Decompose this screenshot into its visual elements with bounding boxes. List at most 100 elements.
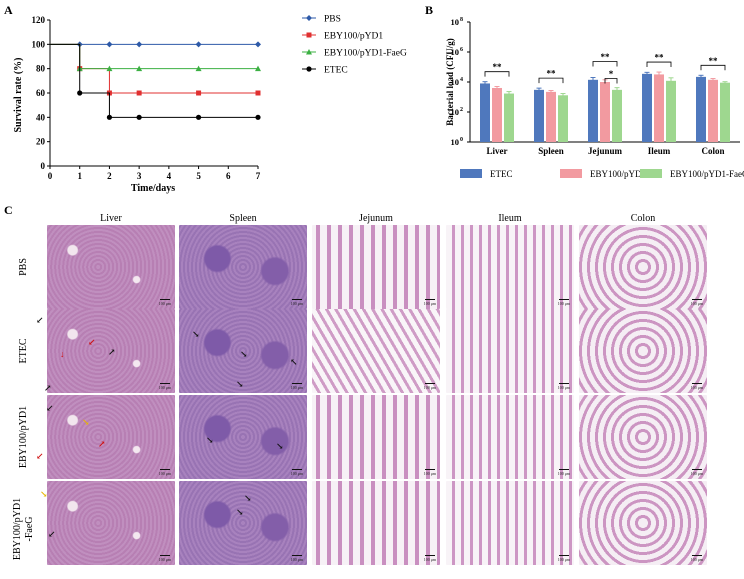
scale-bar-line <box>424 298 435 300</box>
survival-point <box>195 114 202 120</box>
annotation-arrow: ↙ <box>48 529 56 539</box>
significance-label: ** <box>547 69 557 79</box>
survival-point <box>195 65 202 72</box>
legend-marker <box>306 66 312 72</box>
scale-bar-line <box>558 554 569 556</box>
legend-swatch <box>560 169 582 178</box>
annotation-arrow: ↘ <box>244 493 252 503</box>
scale-bar-line <box>558 382 569 384</box>
annotation-arrow: ↘ <box>82 417 90 427</box>
histology-row-title: EBY100/pYD1 -FaeG <box>12 497 35 561</box>
legend-label: PBS <box>324 15 341 25</box>
scale-bar-label: 100 μm <box>690 471 703 476</box>
survival-point <box>136 65 143 72</box>
scale-bar-label: 100 μm <box>690 385 703 390</box>
bar <box>504 93 514 142</box>
bar <box>492 87 502 142</box>
significance-brackets: ********* ** <box>484 52 726 84</box>
survival-point <box>136 114 142 120</box>
significance-label: ** <box>601 52 611 62</box>
histology-image: 100 μm <box>47 481 175 565</box>
scale-bar-label: 100 μm <box>158 385 171 390</box>
scale-bar-label: 100 μm <box>423 471 436 476</box>
histology-image: 100 μm <box>312 225 440 309</box>
category-label: Spleen <box>538 146 564 156</box>
legend-label: ETEC <box>324 66 348 76</box>
y-tick-label: 20 <box>36 137 46 147</box>
survival-point <box>106 114 113 120</box>
histology-column-title: Liver <box>100 213 122 224</box>
scale-bar-line <box>691 298 702 300</box>
annotation-arrow: ↗ <box>108 347 116 357</box>
survival-point <box>136 41 143 48</box>
panel-label-c: C <box>4 203 13 217</box>
histology-image: 100 μm <box>47 309 175 393</box>
scale-bar-label: 100 μm <box>690 301 703 306</box>
scale-bar-line <box>558 468 569 470</box>
bar <box>666 80 676 142</box>
histology-image: 100 μm <box>179 309 307 393</box>
scale-bar: 100 μm <box>424 382 436 390</box>
survival-point <box>136 90 142 96</box>
histology-column-title: Colon <box>630 213 656 224</box>
bar <box>546 91 556 142</box>
x-tick-label: 1 <box>77 171 82 181</box>
histology-image: 100 μm <box>179 395 307 479</box>
survival-point <box>195 41 202 48</box>
y-tick-label: 80 <box>36 64 46 74</box>
scale-bar: 100 μm <box>557 382 570 390</box>
annotation-arrow: ↙ <box>36 315 44 325</box>
scale-bar-label: 100 μm <box>158 557 171 562</box>
y-tick-label: 120 <box>32 15 46 25</box>
scale-bar-label: 100 μm <box>557 385 570 390</box>
significance-label: ** <box>709 56 719 66</box>
scale-bar-label: 100 μm <box>557 301 570 306</box>
bar <box>588 79 598 142</box>
bacterial-load-legend: ETEC EBY100/pYD1 EBY100/pYD1-FaeG <box>460 169 744 179</box>
survival-point <box>106 65 113 72</box>
scale-bar: 100 μm <box>690 298 703 306</box>
annotation-arrow: ↘ <box>240 349 248 359</box>
survival-axes: 0 20 40 60 80 100 120 0 1 2 3 4 5 6 7 <box>32 15 261 181</box>
bar <box>696 76 706 142</box>
significance-bracket <box>592 61 618 67</box>
survival-line-3 <box>50 43 258 118</box>
histology-column-title: Spleen <box>229 213 257 224</box>
scale-bar-label: 100 μm <box>290 557 303 562</box>
bar <box>720 82 730 142</box>
scale-bar-label: 100 μm <box>290 385 303 390</box>
bar <box>480 83 490 142</box>
scale-bar-line <box>159 298 170 300</box>
scale-bar: 100 μm <box>158 382 171 390</box>
significance-label: ** <box>493 62 503 72</box>
annotation-arrow: ↙ <box>46 403 54 413</box>
survival-series <box>50 41 261 120</box>
histology-image: 100 μm <box>312 309 440 393</box>
scale-bar-line <box>159 468 170 470</box>
bacterial-load-bars <box>480 71 730 142</box>
histology-image: 100 μm <box>446 225 574 309</box>
legend-label: EBY100/pYD1 <box>324 32 383 42</box>
x-tick-label: 2 <box>107 171 112 181</box>
significance-bracket <box>604 78 618 84</box>
legend-label: EBY100/pYD1-FaeG <box>670 169 744 179</box>
annotation-arrow: ↘ <box>40 489 48 499</box>
x-tick-label: 6 <box>226 171 231 181</box>
category-label: Colon <box>701 146 724 156</box>
bar <box>708 79 718 142</box>
panel-label-a: A <box>4 3 13 17</box>
legend-swatch <box>640 169 662 178</box>
annotation-arrow: ↙ <box>36 451 44 461</box>
survival-x-axis-title: Time/days <box>131 183 175 194</box>
scale-bar-line <box>424 554 435 556</box>
histology-image: 100 μm <box>47 225 175 309</box>
histology-image: 100 μm <box>446 309 574 393</box>
scale-bar-label: 100 μm <box>690 557 703 562</box>
histology-column-title: Jejunum <box>359 213 393 224</box>
bar <box>534 89 544 142</box>
scale-bar: 100 μm <box>558 468 570 476</box>
survival-point <box>255 41 261 48</box>
y-tick-exponent: 0 <box>460 137 463 143</box>
scale-bar-line <box>291 298 302 300</box>
